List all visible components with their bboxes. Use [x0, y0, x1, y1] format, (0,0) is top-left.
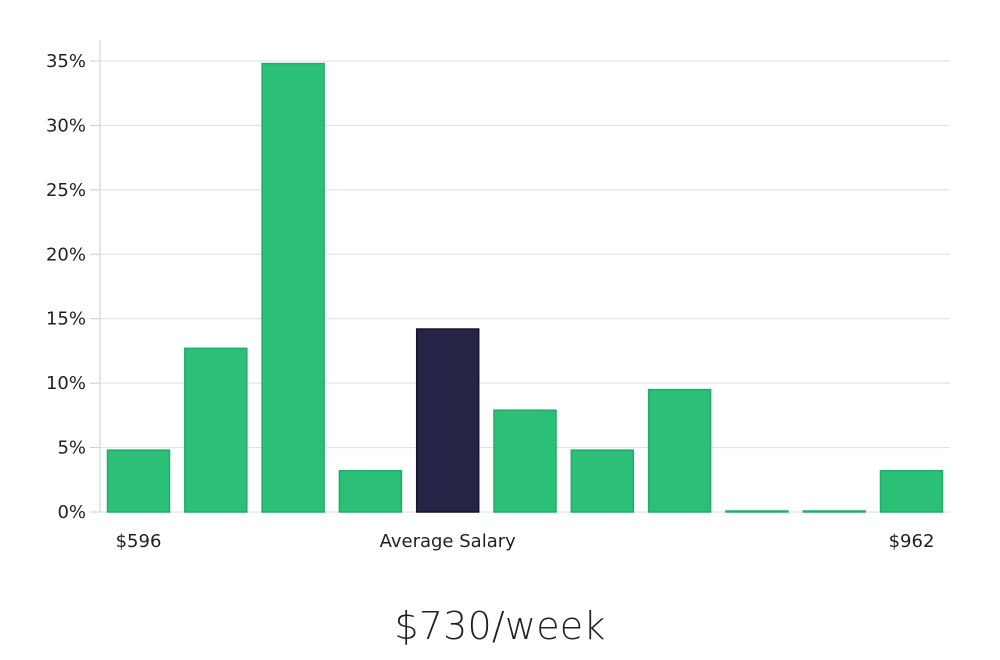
- bar: [261, 62, 325, 513]
- y-axis: 0% 5% 10% 15% 20% 25% 30% 35%: [46, 51, 100, 523]
- bar: [570, 449, 635, 513]
- bars: [106, 62, 944, 513]
- bar: [725, 510, 789, 513]
- bar: [879, 470, 944, 513]
- bar-highlight: [415, 328, 480, 513]
- x-axis-label: $962: [889, 531, 935, 552]
- y-tick-label: 30%: [46, 115, 86, 136]
- y-tick-label: 20%: [46, 244, 86, 265]
- bar: [184, 347, 248, 513]
- y-tick-label: 25%: [46, 180, 86, 201]
- x-axis-label: $596: [116, 531, 162, 552]
- salary-histogram-chart: 0% 5% 10% 15% 20% 25% 30% 35% $596 Average Salar…: [46, 40, 950, 552]
- y-tick-label: 35%: [46, 51, 86, 72]
- bar: [647, 388, 712, 513]
- x-axis-label: Average Salary: [380, 531, 517, 552]
- bar: [106, 449, 171, 513]
- x-axis-labels: $596 Average Salary $962: [116, 531, 935, 552]
- y-tick-label: 15%: [46, 309, 86, 330]
- y-tick-label: 0%: [57, 502, 86, 523]
- y-tick-label: 5%: [57, 438, 86, 459]
- bar: [338, 470, 403, 513]
- average-salary-value: $730/week: [394, 604, 606, 648]
- bar: [802, 510, 866, 513]
- bar: [493, 409, 557, 513]
- y-tick-label: 10%: [46, 373, 86, 394]
